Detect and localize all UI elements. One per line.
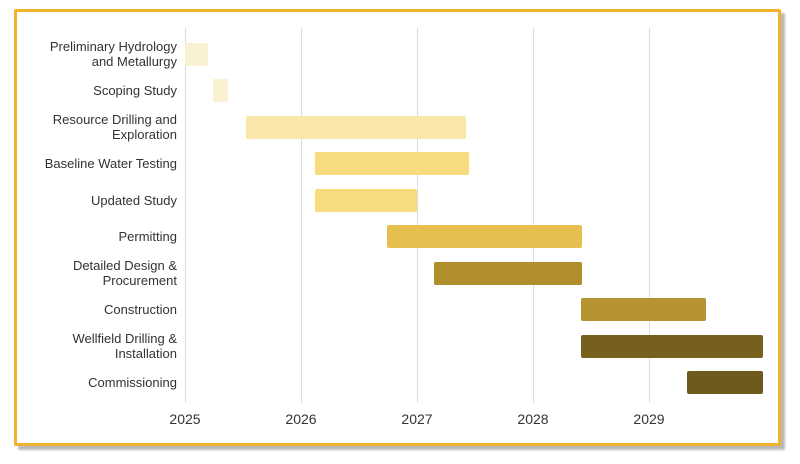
- gantt-bar: [434, 261, 582, 285]
- task-label: Scoping Study: [93, 83, 177, 98]
- year-gridline: [301, 28, 302, 403]
- task-label: Detailed Design & Procurement: [72, 258, 177, 288]
- x-tick-label: 2027: [401, 411, 433, 427]
- x-tick-label: 2029: [633, 411, 665, 427]
- gantt-bar: [386, 225, 582, 248]
- x-tick-label: 2028: [517, 411, 549, 427]
- year-gridline: [185, 28, 186, 403]
- task-label: Construction: [104, 302, 177, 317]
- gantt-bar: [314, 188, 417, 212]
- task-label: Wellfield Drilling & Installation: [72, 331, 177, 361]
- task-label: Preliminary Hydrology and Metallurgy: [49, 39, 177, 69]
- gantt-bar: [580, 334, 763, 358]
- gantt-chart-card: Preliminary Hydrology and Metallurgy Scop…: [14, 9, 781, 446]
- x-tick-label: 2025: [169, 411, 201, 427]
- gantt-bar: [185, 42, 209, 66]
- task-label: Permitting: [118, 229, 177, 244]
- task-label: Updated Study: [90, 192, 177, 208]
- gantt-bar: [314, 152, 470, 175]
- year-gridline: [417, 28, 418, 403]
- gantt-bar: [212, 79, 228, 102]
- task-label: Commissioning: [88, 375, 177, 390]
- year-gridline: [533, 28, 534, 403]
- x-tick-label: 2026: [285, 411, 317, 427]
- year-gridline: [649, 28, 650, 403]
- gantt-plot-area: Preliminary Hydrology and Metallurgy Scop…: [17, 12, 778, 443]
- gantt-bar: [580, 298, 706, 321]
- gantt-bar: [246, 115, 466, 139]
- task-label: Baseline Water Testing: [44, 156, 177, 171]
- task-label: Resource Drilling and Exploration: [52, 112, 177, 142]
- gantt-bar: [687, 371, 763, 394]
